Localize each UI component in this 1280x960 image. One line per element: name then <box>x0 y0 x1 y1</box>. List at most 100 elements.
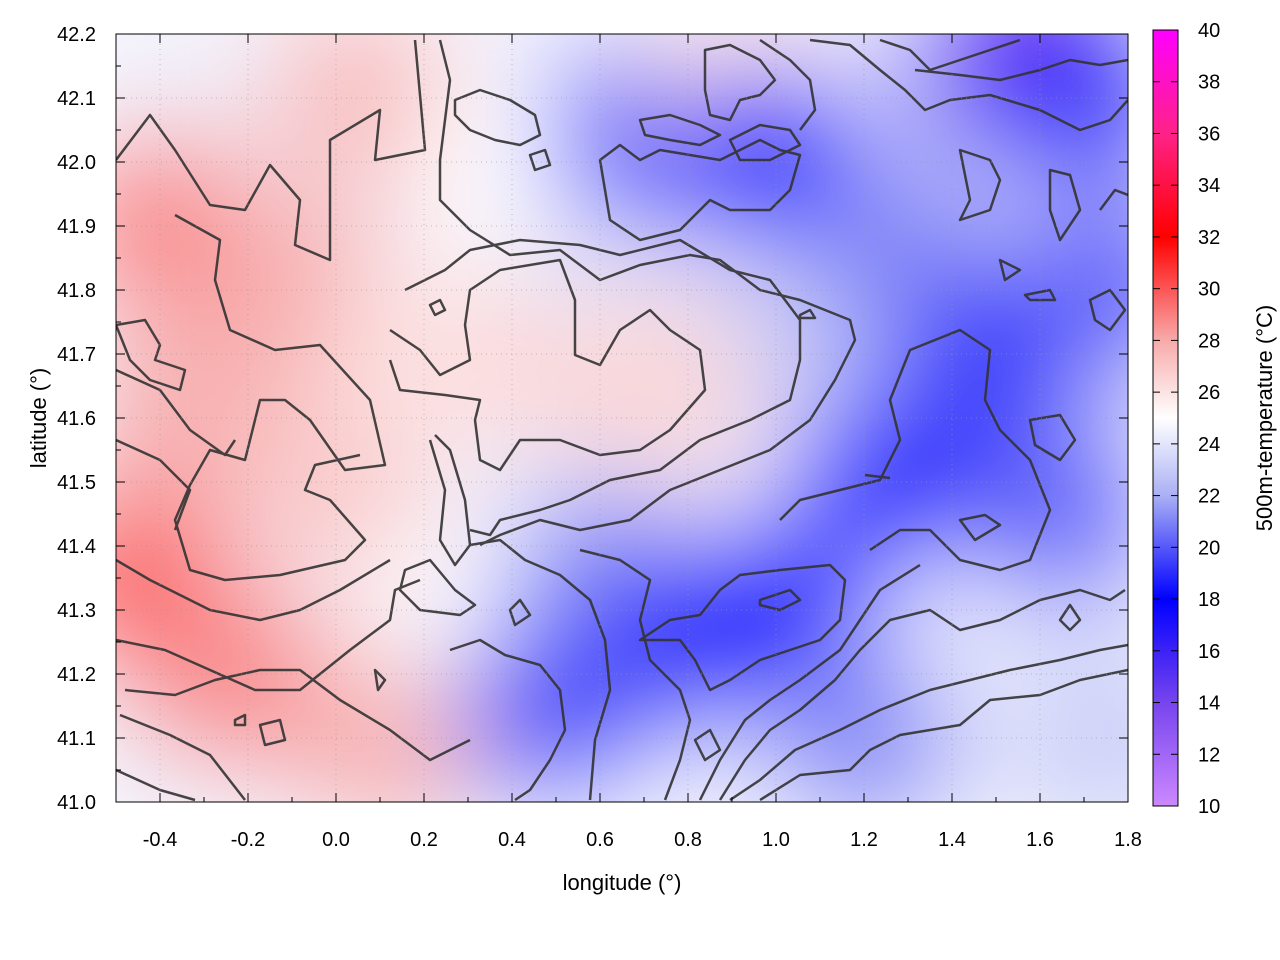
contour-line <box>958 513 1002 542</box>
colorbar-ticks <box>1153 29 1178 807</box>
contour-line <box>879 38 1021 72</box>
x-tick-label: 0.0 <box>322 829 350 851</box>
y-tick-label: 41.1 <box>57 728 96 750</box>
contour-line <box>729 643 1128 802</box>
contour-line <box>638 113 722 147</box>
colorbar-tick-label: 12 <box>1198 744 1220 766</box>
colorbar-tick-label: 18 <box>1198 589 1220 611</box>
contour-line <box>116 318 187 392</box>
x-tick-label: 0.2 <box>410 829 438 851</box>
contour-line <box>404 238 802 537</box>
contour-line <box>373 668 387 692</box>
contour-line <box>718 588 1126 801</box>
y-tick-label: 41.8 <box>57 280 96 302</box>
y-tick-label: 41.2 <box>57 664 96 686</box>
contour-line <box>428 434 472 567</box>
contour-line <box>258 718 287 747</box>
colorbar-tick-label: 36 <box>1198 123 1220 145</box>
contour-line <box>116 578 421 692</box>
contour-line <box>693 728 722 762</box>
colorbar-label: 500m-temperature (°C) <box>1252 305 1277 531</box>
contour-line <box>453 88 542 147</box>
contour-line <box>119 713 246 801</box>
colorbar-tick-label: 26 <box>1198 382 1220 404</box>
contour-line <box>638 563 847 692</box>
heatmap-field <box>116 34 1128 802</box>
contour-line <box>759 668 1128 802</box>
contour-line <box>758 588 802 612</box>
contour-line <box>1023 288 1057 302</box>
x-tick-label: -0.4 <box>143 829 177 851</box>
y-tick-label: 41.7 <box>57 344 96 366</box>
contour-line <box>779 328 1052 572</box>
colorbar-tick-label: 24 <box>1198 434 1220 456</box>
x-tick-label: 1.6 <box>1026 829 1054 851</box>
colorbar-tick-label: 22 <box>1198 486 1220 508</box>
field-sample <box>1011 643 1128 802</box>
colorbar-tick-label: 10 <box>1198 796 1220 818</box>
x-tick-label: 1.0 <box>762 829 790 851</box>
y-tick-label: 41.4 <box>57 536 96 558</box>
colorbar-tick-label: 30 <box>1198 279 1220 301</box>
colorbar-tick-label: 34 <box>1198 175 1220 197</box>
contour-line <box>528 148 552 172</box>
y-tick-label: 41.9 <box>57 216 96 238</box>
y-tick-label: 41.3 <box>57 600 96 622</box>
contour-line <box>1048 168 1082 242</box>
x-tick-label: 0.4 <box>498 829 526 851</box>
contour-line <box>428 298 447 317</box>
plot-frame <box>115 33 1129 803</box>
contour-line <box>449 638 567 802</box>
colorbar: 10 12 14 16 18 20 22 24 26 28 30 32 34 36 38 40 <box>1152 20 1220 818</box>
field-sample <box>769 643 959 802</box>
y-tick-label: 41.6 <box>57 408 96 430</box>
field-sample <box>989 34 1128 193</box>
contour-line <box>759 38 817 131</box>
x-tick-label: -0.2 <box>231 829 265 851</box>
x-tick-label: 0.6 <box>586 829 614 851</box>
field-sample <box>1011 195 1128 385</box>
contour-line <box>579 548 692 801</box>
contour-line <box>798 308 817 320</box>
plot-area <box>115 33 1129 803</box>
x-tick-label: 1.8 <box>1114 829 1142 851</box>
contour-line <box>703 43 777 122</box>
colorbar-tick-label: 32 <box>1198 227 1220 249</box>
contour-line <box>116 438 192 531</box>
colorbar-tick-label: 28 <box>1198 330 1220 352</box>
contour-line <box>116 558 391 622</box>
x-tick-label: 0.8 <box>674 829 702 851</box>
y-tick-label: 41.5 <box>57 472 96 494</box>
x-tick-label: 1.2 <box>850 829 878 851</box>
contour-line <box>116 368 237 457</box>
x-tick-label: 1.4 <box>938 829 966 851</box>
y-axis-label: latitude (°) <box>26 368 51 469</box>
y-tick-label: 42.1 <box>57 88 96 110</box>
contour-line <box>698 563 921 801</box>
colorbar-tick-label: 16 <box>1198 641 1220 663</box>
y-tick-labels: 41.0 41.1 41.2 41.3 41.4 41.5 41.6 41.7 41.8 41.9… <box>57 24 96 814</box>
contour-line <box>1099 188 1128 211</box>
contour-line <box>469 538 612 801</box>
colorbar-tick-labels: 10 12 14 16 18 20 22 24 26 28 30 32 34 36 38 40 <box>1198 20 1220 818</box>
x-tick-labels: -0.4 -0.2 0.0 0.2 0.4 0.6 0.8 1.0 1.2 1.4 1.6 1.8 <box>143 829 1142 851</box>
colorbar-scale <box>1152 29 1179 807</box>
contour-line <box>1028 413 1077 462</box>
y-tick-label: 42.2 <box>57 24 96 46</box>
contour-line <box>958 148 1002 222</box>
contour-line <box>598 138 802 242</box>
contour-line <box>388 258 707 472</box>
contour-line <box>124 668 471 762</box>
colorbar-tick-label: 14 <box>1198 693 1220 715</box>
contour-line <box>809 38 1128 132</box>
contour-line <box>1088 288 1127 332</box>
contour-line <box>508 598 532 627</box>
contour-line <box>998 258 1022 282</box>
contour-lines <box>116 38 1128 802</box>
colorbar-tick-label: 38 <box>1198 72 1220 94</box>
colorbar-tick-label: 40 <box>1198 20 1220 42</box>
x-axis-label: longitude (°) <box>563 870 682 895</box>
y-tick-label: 42.0 <box>57 152 96 174</box>
y-tick-label: 41.0 <box>57 792 96 814</box>
